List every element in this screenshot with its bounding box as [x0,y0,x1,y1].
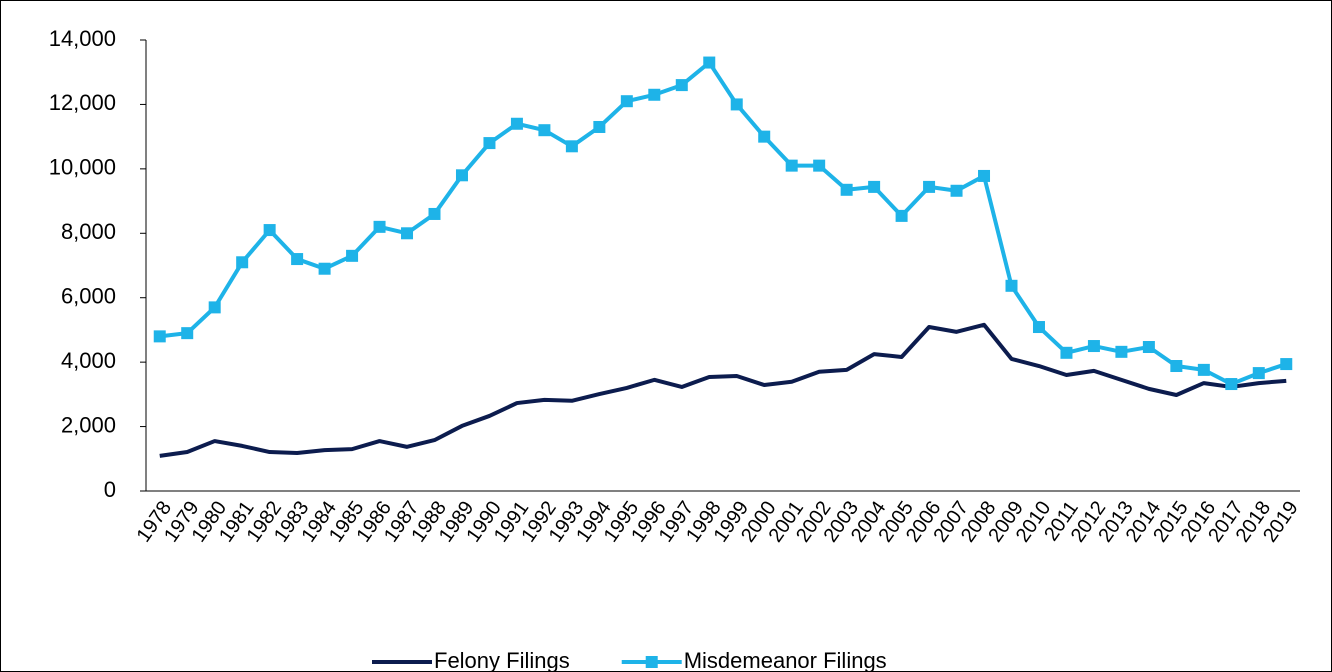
y-tick-label: 14,000 [49,26,116,51]
marker [263,224,276,237]
marker [785,159,798,172]
marker [813,159,826,172]
marker [318,262,331,275]
y-tick-label: 6,000 [61,284,116,309]
marker [483,137,496,150]
y-tick-label: 4,000 [61,348,116,373]
y-tick-label: 8,000 [61,219,116,244]
marker [1115,345,1128,358]
marker [978,169,991,182]
legend-label: Felony Filings [434,648,570,672]
marker [593,120,606,133]
marker [1280,358,1293,371]
y-tick-label: 10,000 [49,155,116,180]
marker [1197,363,1210,376]
marker [1225,378,1238,391]
marker [923,180,936,193]
marker [510,117,523,130]
marker [538,124,551,137]
marker [950,184,963,197]
marker [648,88,661,101]
marker [236,256,249,269]
marker [1032,321,1045,334]
marker [346,249,359,262]
marker [373,220,386,233]
marker [455,169,468,182]
marker [1087,340,1100,353]
marker [291,253,304,266]
marker [1060,346,1073,359]
legend-marker [645,656,658,668]
marker [675,79,688,92]
marker [153,330,166,343]
marker [620,95,633,108]
marker [401,227,414,240]
y-tick-label: 0 [104,477,116,502]
marker [895,209,908,222]
marker [840,183,853,196]
marker [1170,360,1183,373]
marker [730,98,743,111]
marker [703,56,716,69]
marker [1142,341,1155,354]
marker [181,327,194,340]
marker [428,207,441,220]
y-tick-label: 12,000 [49,90,116,115]
series-line [159,322,1287,458]
marker [868,180,881,193]
legend-label: Misdemeanor Filings [684,648,887,672]
marker [758,130,771,143]
marker [565,140,578,153]
y-tick-label: 2,000 [61,412,116,437]
marker [1005,279,1018,292]
marker [208,301,221,314]
marker [1252,367,1265,380]
